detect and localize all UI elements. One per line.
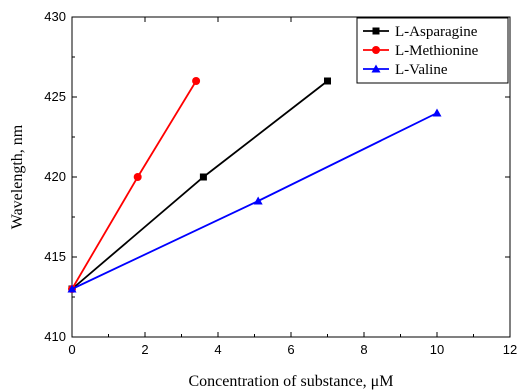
- data-point: [192, 77, 201, 85]
- y-tick-label: 420: [44, 169, 66, 184]
- series-line: [71, 80, 197, 290]
- legend-label: L-Methionine: [395, 43, 479, 59]
- legend-marker: [371, 64, 381, 73]
- legend-marker: [372, 46, 380, 54]
- series-line: [71, 112, 438, 290]
- x-tick-label: 0: [68, 342, 75, 357]
- y-tick-label: 415: [44, 249, 66, 264]
- series-l-methionine: [68, 77, 201, 293]
- y-tick-label: 430: [44, 9, 66, 24]
- y-axis-title: Wavelength, nm: [9, 124, 26, 229]
- data-point: [199, 173, 207, 181]
- legend: L-Asparagine L-Methionine L-Valine: [356, 17, 509, 84]
- x-tick-label: 8: [360, 342, 367, 357]
- series-l-valine: [67, 108, 442, 293]
- legend-label: L-Valine: [395, 62, 448, 78]
- x-axis-title: Concentration of substance, μM: [189, 373, 394, 390]
- legend-marker: [372, 27, 380, 35]
- data-point: [133, 173, 142, 181]
- x-tick-label: 4: [214, 342, 221, 357]
- y-tick-label: 410: [44, 329, 66, 344]
- legend-label: L-Asparagine: [395, 24, 478, 40]
- data-point: [432, 108, 442, 117]
- data-point: [67, 284, 77, 293]
- data-point: [253, 196, 263, 205]
- x-tick-label: 12: [503, 342, 517, 357]
- series-layer: [67, 77, 442, 293]
- x-tick-label: 2: [141, 342, 148, 357]
- data-point: [324, 77, 331, 85]
- y-tick-label: 425: [44, 89, 66, 104]
- x-tick-label: 10: [430, 342, 444, 357]
- x-tick-label: 6: [287, 342, 294, 357]
